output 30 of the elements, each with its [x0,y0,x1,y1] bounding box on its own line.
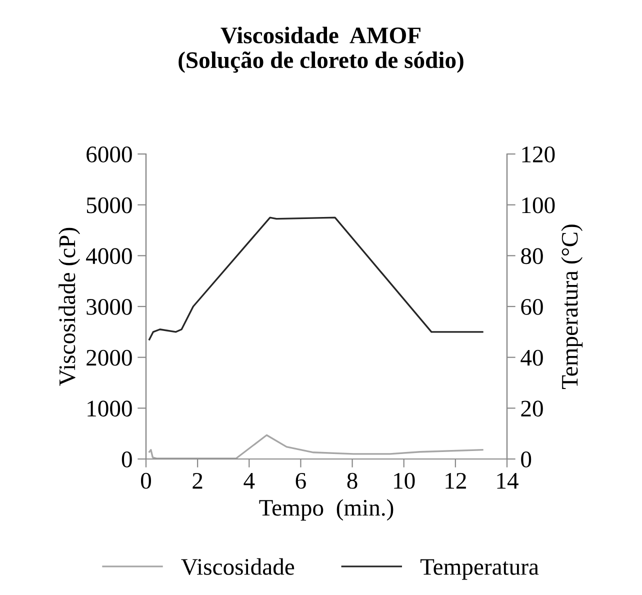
y-tick-label: 0 [122,451,132,468]
legend-label: Temperatura [420,559,539,580]
x-tick-label: 8 [347,472,358,489]
y2-tick-label: 20 [521,400,543,417]
legend-label: Viscosidade [181,558,294,576]
x-tick-label: 14 [497,472,518,489]
y-tick-label: 2000 [86,350,132,366]
chart-title: Viscosidade AMOF (Solução de cloreto de sódio) [178,26,464,73]
x-axis-title: Tempo (min.) [259,499,394,521]
y2-axis-title: Temperatura (°C) [561,224,583,389]
x-tick-label: 2 [192,472,202,489]
x-tick-label: 12 [446,472,466,489]
x-tick-label: 6 [296,472,306,489]
y2-tick-label: 40 [520,350,543,366]
y2-tick-label: 120 [522,146,555,162]
x-tick-label: 4 [244,473,255,489]
y-tick-label: 5000 [86,197,132,214]
x-tick-label: 10 [394,472,415,489]
y-tick-label: 4000 [86,248,132,264]
y2-tick-label: 0 [521,451,532,468]
line-series [148,216,484,340]
y2-tick-label: 100 [522,197,555,214]
y-tick-label: 6000 [86,146,132,162]
y-tick-label: 3000 [86,298,132,315]
y2-tick-label: 80 [521,248,543,264]
y-tick-label: 1000 [88,400,132,417]
line-series [148,434,484,459]
y2-tick-label: 60 [521,298,543,315]
x-tick-label: 0 [140,472,152,489]
y-axis-title: Viscosidade (cP) [58,228,80,386]
